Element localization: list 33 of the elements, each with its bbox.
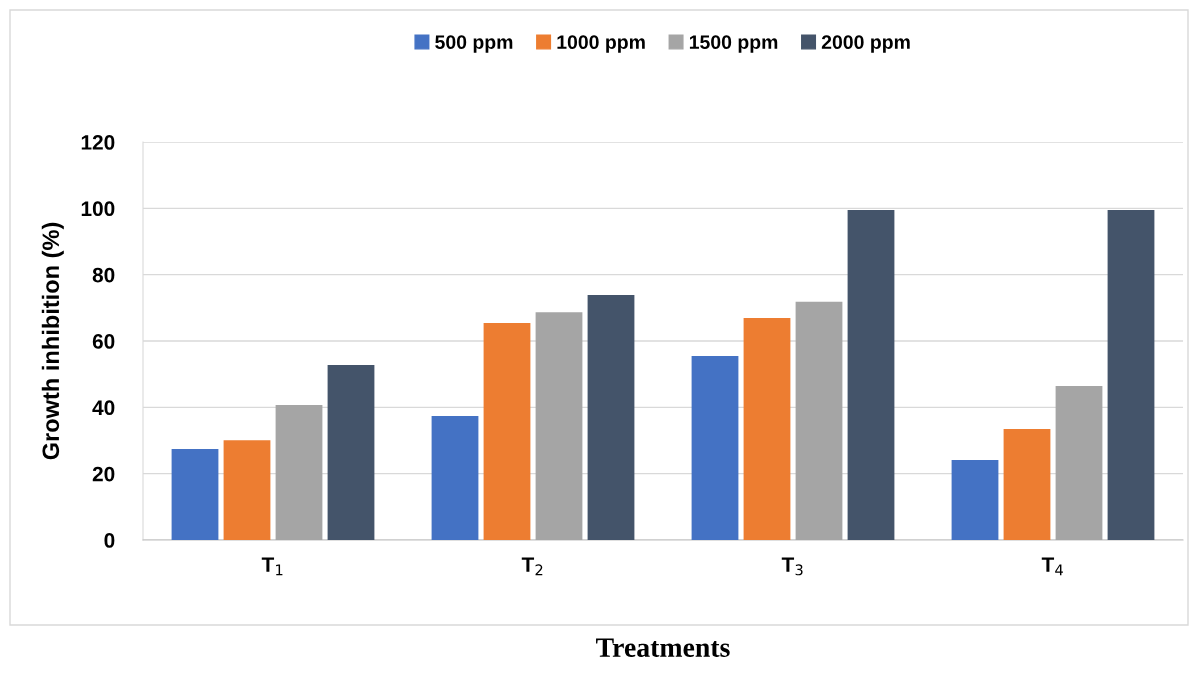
bar [795,301,843,540]
legend-label: 1500 ppm [689,35,778,53]
bar [951,460,999,540]
y-tick-label: 100 [81,201,115,217]
legend-label: 500 ppm [435,35,513,53]
y-tick-label: 40 [92,400,115,416]
bar [847,209,895,540]
x-tick-label: T$_{4}$ [1041,557,1063,576]
bar [587,294,635,540]
bar [535,312,583,540]
bar [1055,386,1103,540]
x-tick-label: T$_{2}$ [521,557,543,576]
bar [327,364,375,540]
x-tick-label: T$_{3}$ [781,557,803,576]
y-tick-label: 60 [92,334,115,349]
y-tick-label: 0 [104,533,115,548]
y-tick-label: 20 [92,466,115,482]
y-axis-title: Growth inhibition (%) [41,222,64,460]
bar [431,415,479,540]
y-tick-label: 120 [81,135,115,150]
bar [1107,209,1155,540]
y-tick-label: 80 [92,267,115,283]
bar [483,323,531,540]
x-tick-label: T$_{1}$ [261,557,283,576]
x-axis-title: Treatments [596,638,730,657]
bar [691,355,739,540]
bar [223,440,271,540]
bar [743,318,791,540]
bar [275,405,323,540]
legend-label: 2000 ppm [821,35,910,53]
bar [1003,428,1051,540]
legend-label: 1000 ppm [557,35,645,53]
bar [171,449,219,540]
